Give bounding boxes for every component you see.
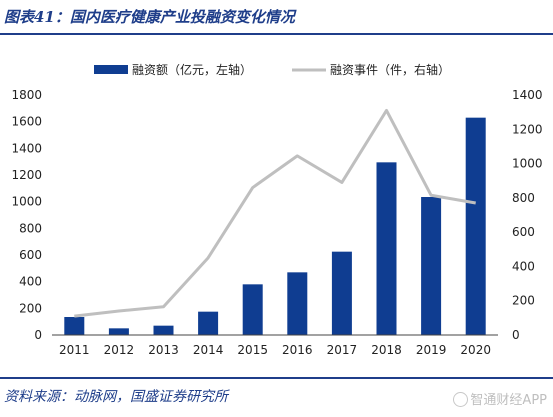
right-axis: 0 200 400 600 800 1000 1200 1400 [512,88,543,342]
line-path [74,108,476,318]
x-tick-label: 2016 [282,343,313,357]
legend-swatch-bar [94,65,128,74]
bar-series [64,117,486,336]
legend-label-line: 融资事件（件，右轴） [330,62,450,77]
right-tick-label: 0 [512,328,520,342]
bar-2012 [108,328,129,335]
legend-label-bar: 融资额（亿元，左轴） [132,62,252,77]
right-tick-label: 800 [512,191,535,205]
bar-2019 [421,197,442,335]
legend: 融资额（亿元，左轴） 融资事件（件，右轴） [94,62,450,77]
watermark-logo-icon [453,392,469,407]
left-tick-label: 1600 [11,115,42,129]
title-divider [0,33,553,35]
bar-2020 [465,117,486,336]
bar-2017 [331,251,352,335]
left-tick-label: 400 [19,275,42,289]
left-axis: 0 200 400 600 800 1000 1200 1400 1600 1800 [11,88,42,342]
left-tick-label: 800 [19,221,42,235]
watermark: 智通财经APP [453,389,547,408]
bar-2011 [64,317,85,335]
x-tick-label: 2012 [104,343,135,357]
bar-2016 [287,272,308,335]
right-tick-label: 600 [512,225,535,239]
right-tick-label: 1200 [512,122,543,136]
bar-2013 [153,325,174,335]
figure-title: 图表41：国内医疗健康产业投融资变化情况 [4,8,295,26]
x-axis: 2011 2012 2013 2014 2015 2016 2017 2018 2019 2020 [59,343,491,357]
x-tick-label: 2011 [59,343,90,357]
right-tick-label: 1400 [512,88,543,102]
bar-2014 [198,311,219,335]
x-tick-label: 2015 [237,343,268,357]
bar-2015 [242,284,263,335]
x-tick-label: 2019 [416,343,447,357]
x-tick-label: 2014 [193,343,224,357]
x-tick-label: 2020 [460,343,491,357]
left-tick-label: 600 [19,248,42,262]
line-series [74,108,476,318]
right-tick-label: 200 [512,294,535,308]
x-tick-label: 2018 [371,343,402,357]
left-tick-label: 1000 [11,195,42,209]
x-tick-label: 2013 [148,343,179,357]
left-tick-label: 1200 [11,168,42,182]
right-tick-label: 1000 [512,157,543,171]
bar-2018 [376,162,397,335]
source-divider [0,377,553,379]
source-note: 资料来源：动脉网，国盛证券研究所 [4,389,228,405]
chart: 融资额（亿元，左轴） 融资事件（件，右轴） 0 200 400 600 800 1000 1… [11,62,543,357]
left-tick-label: 0 [34,328,42,342]
left-tick-label: 1800 [11,88,42,102]
right-tick-label: 400 [512,259,535,273]
watermark-text: 智通财经APP [470,393,547,408]
left-tick-label: 200 [19,301,42,315]
x-tick-label: 2017 [327,343,358,357]
left-tick-label: 1400 [11,141,42,155]
